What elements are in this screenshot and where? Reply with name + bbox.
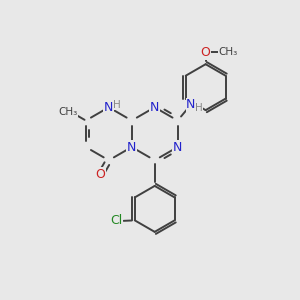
Text: N: N (173, 141, 182, 154)
Text: CH₃: CH₃ (218, 47, 237, 57)
Text: H: H (195, 103, 203, 113)
Text: O: O (96, 168, 106, 181)
Text: O: O (201, 46, 211, 59)
Text: N: N (186, 98, 196, 111)
Text: CH₃: CH₃ (58, 107, 78, 117)
Text: N: N (104, 101, 113, 114)
Text: N: N (150, 101, 159, 114)
Text: Cl: Cl (110, 214, 122, 227)
Text: N: N (127, 141, 136, 154)
Text: H: H (113, 100, 121, 110)
